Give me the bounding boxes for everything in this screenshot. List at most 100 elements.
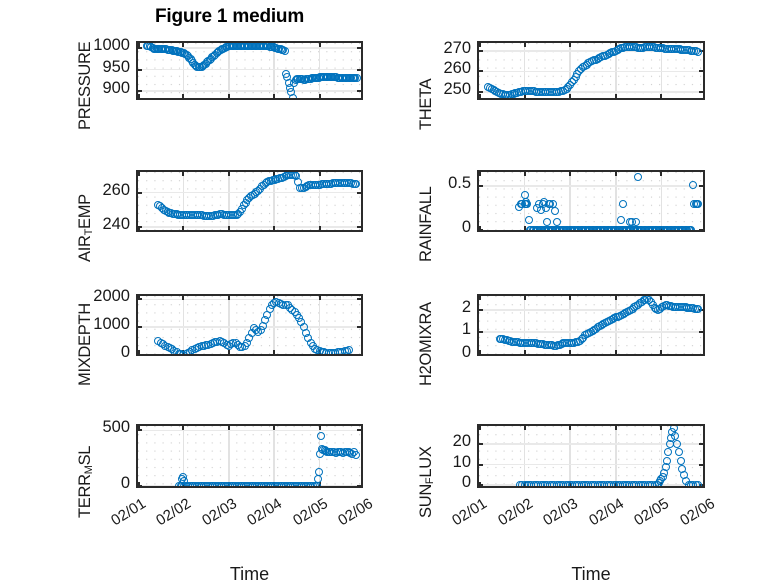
x-tick-mark [479,94,481,98]
horizontal-gridline [138,353,361,354]
y-tick-label: 500 [102,418,130,437]
x-tick-mark [227,94,230,98]
y-tick-label: 0 [461,472,471,491]
data-series [479,426,703,486]
horizontal-gridline [479,70,703,73]
vertical-gridline [569,426,571,486]
x-tick-mark [138,43,140,47]
data-point [345,346,354,354]
y-tick-mark [138,68,142,71]
data-point [352,180,361,189]
x-tick-mark [227,226,230,230]
y-tick-mark [699,70,703,73]
y-tick-mark [138,484,142,486]
gridlines [479,172,703,230]
y-tick-mark [699,353,703,354]
x-tick-mark [614,94,617,98]
y-tick-label: 950 [102,57,130,76]
x-tick-mark [318,172,321,176]
x-tick-mark [273,296,276,300]
vertical-gridline [569,296,571,354]
x-axis-label: Time [229,564,270,584]
x-tick-mark [523,94,526,98]
data-point [288,94,297,98]
x-tick-mark [273,172,276,176]
plot-area [136,424,363,488]
x-tick-mark [182,226,185,230]
x-tick-mark [273,94,276,98]
data-point [524,215,533,224]
data-point [694,305,703,314]
x-tick-mark [227,172,230,176]
data-point [693,480,702,486]
y-tick-mark [138,226,142,229]
x-tick-mark [318,296,321,300]
vertical-gridline [228,426,230,486]
x-tick-label: 02/05 [631,495,673,530]
data-series [138,172,361,230]
x-tick-label: 02/02 [494,495,536,530]
data-point [180,477,189,486]
x-tick-mark [138,94,140,98]
y-tick-mark [357,484,361,486]
x-tick-mark [182,94,185,98]
x-tick-mark [569,350,572,354]
y-tick-label: 1 [461,320,471,339]
y-tick-mark [699,463,703,466]
x-tick-mark [523,350,526,354]
x-tick-mark [273,226,276,230]
vertical-gridline [182,426,185,486]
x-tick-mark [479,226,481,230]
horizontal-gridline [479,91,703,93]
y-tick-mark [138,429,142,432]
vertical-gridline [523,43,526,98]
plot-area [136,41,363,100]
data-point [552,217,561,226]
y-tick-mark [479,229,483,230]
horizontal-gridline [138,326,361,328]
y-tick-mark [479,50,483,53]
y-tick-label: 0 [461,342,471,361]
data-point [631,217,640,226]
x-tick-mark [523,426,526,430]
x-tick-mark [182,296,185,300]
data-point [619,199,628,208]
y-tick-mark [138,298,142,301]
y-tick-label: 270 [443,39,471,58]
data-point [633,173,642,182]
y-tick-mark [479,353,483,354]
x-tick-mark [614,43,617,47]
y-tick-label: 2 [461,297,471,316]
vertical-gridline [228,172,230,230]
data-point [671,432,680,441]
y-tick-label: 10 [452,452,471,471]
y-tick-mark [699,90,703,93]
y-tick-label: 0 [120,342,130,361]
x-tick-mark [523,43,526,47]
gridlines [479,43,703,98]
x-tick-mark [569,426,572,430]
vertical-gridline [569,43,571,98]
x-tick-mark [138,350,140,354]
x-tick-mark [318,94,321,98]
y-tick-label: 0 [461,218,471,237]
vertical-gridline [228,296,230,354]
y-tick-label: 0 [120,473,130,492]
vertical-gridline [273,43,275,98]
data-series [138,426,361,486]
y-tick-mark [479,70,483,73]
x-tick-mark [182,426,185,430]
horizontal-gridline [479,463,703,466]
x-tick-mark [318,226,321,230]
horizontal-gridline [479,185,703,187]
data-series [138,296,361,354]
plot-area [136,294,363,356]
horizontal-gridline [138,226,361,228]
x-tick-mark [569,296,572,300]
y-tick-label: 0.5 [448,174,471,193]
data-series [479,296,703,354]
